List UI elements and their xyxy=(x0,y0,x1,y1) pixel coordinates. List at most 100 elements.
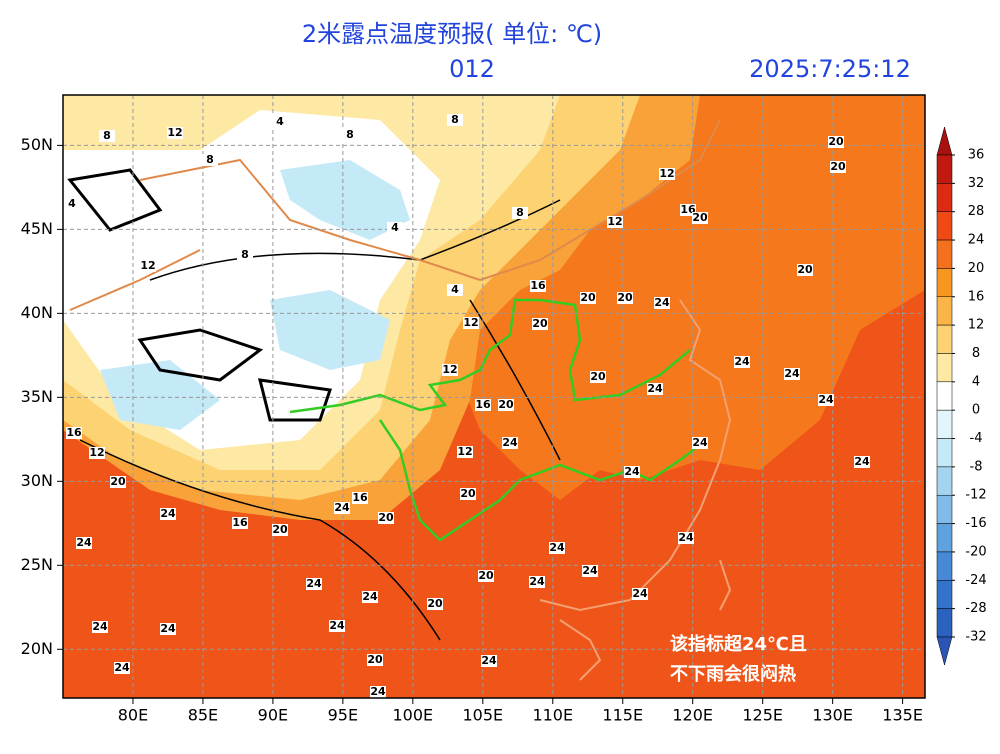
contour-label-box xyxy=(529,576,545,588)
contour-label: 24 xyxy=(76,536,92,549)
contour-label: 20 xyxy=(378,511,394,524)
contour-label-box xyxy=(370,686,386,698)
contour-label-box xyxy=(114,662,130,674)
contour-label-box xyxy=(334,502,350,514)
contour-label: 20 xyxy=(590,370,606,383)
colorbar-segment xyxy=(936,523,953,553)
contour-label: 24 xyxy=(329,619,345,632)
contour-label: 24 xyxy=(854,455,870,468)
contour-label: 24 xyxy=(114,661,130,674)
contour-label-box xyxy=(442,364,458,376)
contour-label: 16 xyxy=(475,398,491,411)
contour-label-box xyxy=(160,508,176,520)
contour-label-box xyxy=(272,524,288,536)
contour xyxy=(67,168,332,422)
x-tick-label: 85E xyxy=(188,706,218,725)
colorbar-segment xyxy=(936,353,953,383)
y-tick-label: 35N xyxy=(21,387,53,406)
contour-label-box xyxy=(237,249,253,261)
coastline xyxy=(539,299,732,681)
contour-label-box xyxy=(110,476,126,488)
contour-label-box xyxy=(532,318,548,330)
x-tick-label: 125E xyxy=(742,706,783,725)
contour-label: 24 xyxy=(160,507,176,520)
contour-label: 20 xyxy=(367,653,383,666)
map-frame xyxy=(62,94,926,699)
contour-label-box xyxy=(140,260,156,272)
contour-label: 12 xyxy=(89,446,104,459)
contour-label: 24 xyxy=(549,541,565,554)
contour-label-box xyxy=(818,394,834,406)
contour-label-box xyxy=(463,317,479,329)
contour-label: 12 xyxy=(167,126,182,139)
contour-label: 20 xyxy=(460,487,476,500)
contour-label: 24 xyxy=(654,296,670,309)
colorbar-segment xyxy=(936,409,953,439)
contour-label: 20 xyxy=(498,398,514,411)
contour-label: 20 xyxy=(427,597,443,610)
contour-label: 24 xyxy=(306,577,322,590)
y-tick-label: 25N xyxy=(21,555,53,574)
contour-label: 24 xyxy=(529,575,545,588)
colorbar-label: -32 xyxy=(965,630,986,645)
contour-label-box xyxy=(66,427,82,439)
colorbar-segment xyxy=(936,438,953,468)
contour-label-box xyxy=(647,383,663,395)
x-tick-label: 120E xyxy=(672,706,713,725)
contour-label: 8 xyxy=(241,248,249,261)
colorbar-segment xyxy=(936,211,953,241)
contour-label: 24 xyxy=(370,685,386,698)
contour-label: 24 xyxy=(692,436,708,449)
contour-label: 24 xyxy=(647,382,663,395)
contour-label-box xyxy=(99,130,115,142)
contour-label-box xyxy=(678,532,694,544)
contour-label: 8 xyxy=(451,113,459,126)
colorbar-segment xyxy=(936,239,953,269)
colorbar-label: 36 xyxy=(968,148,985,163)
colorbar-label: -24 xyxy=(965,573,986,588)
colorbar-segment xyxy=(936,494,953,524)
x-tick-label: 95E xyxy=(328,706,358,725)
contour-label-box xyxy=(160,623,176,635)
colorbar-label: -16 xyxy=(965,516,986,531)
contour-label-box xyxy=(632,588,648,600)
x-tick-label: 105E xyxy=(462,706,503,725)
contour-label-box xyxy=(387,222,403,234)
colorbar-segment xyxy=(936,466,953,496)
contour-label: 12 xyxy=(607,215,622,228)
contour-label: 24 xyxy=(502,436,518,449)
colorbar-label: -12 xyxy=(965,488,986,503)
x-tick-label: 135E xyxy=(882,706,923,725)
contour-label: 24 xyxy=(362,590,378,603)
contour-label: 12 xyxy=(140,259,155,272)
contour-label: 24 xyxy=(582,564,598,577)
contour-label-box xyxy=(202,154,218,166)
contour-label-box xyxy=(447,114,463,126)
colorbar-segment xyxy=(936,324,953,354)
y-tick-label: 30N xyxy=(21,471,53,490)
contour-label-box xyxy=(692,212,708,224)
contour-label: 24 xyxy=(334,501,350,514)
colorbar-extend xyxy=(936,636,953,666)
contour-label-box xyxy=(64,198,80,210)
river xyxy=(289,298,701,542)
title: 2米露点温度预报( 单位: ℃) xyxy=(302,20,602,48)
colorbar-label: 28 xyxy=(968,204,985,219)
contour-labels: 8 12 8 4 8 8 4 12 8 4 4 8 12 12 16 20 20 20 20 16 20 20 24 12 20… xyxy=(64,113,870,698)
contour-label-box xyxy=(854,456,870,468)
y-tick-label: 45N xyxy=(21,219,53,238)
contour-label-box xyxy=(659,168,675,180)
contour-label-box xyxy=(530,280,546,292)
contour-label: 20 xyxy=(692,211,708,224)
contour-label-box xyxy=(607,216,623,228)
colorbar-segment xyxy=(936,381,953,411)
colorbar-label: 12 xyxy=(968,318,985,333)
colorbar-segment xyxy=(936,296,953,326)
map: 8 12 8 4 8 8 4 12 8 4 4 8 12 12 16 20 20 20 20 16 20 20 24 12 20… xyxy=(63,95,925,698)
contour-label-box xyxy=(692,437,708,449)
colorbar-label: 20 xyxy=(968,261,985,276)
contour-label-box xyxy=(654,297,670,309)
contour-label-box xyxy=(512,207,528,219)
contour-label-box xyxy=(367,654,383,666)
